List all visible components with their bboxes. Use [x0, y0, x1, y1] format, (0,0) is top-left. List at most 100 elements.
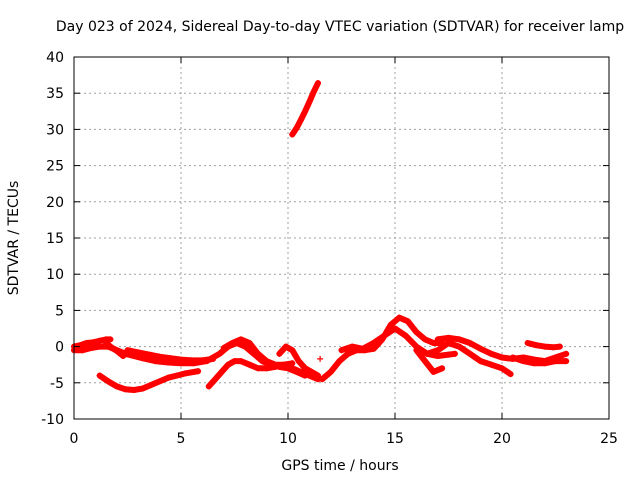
- grid: [74, 57, 609, 419]
- data-point: [424, 350, 431, 357]
- data-point: [421, 336, 428, 343]
- y-tick-label: 40: [46, 50, 64, 66]
- data-point: [246, 361, 253, 368]
- data-point: [293, 124, 300, 131]
- data-point: [263, 358, 270, 365]
- data-point: [96, 372, 103, 379]
- data-point: [83, 339, 90, 346]
- data-point: [289, 365, 296, 372]
- x-tick-label: 15: [386, 431, 404, 447]
- x-tick-label: 25: [600, 431, 618, 447]
- data-point: [77, 342, 84, 349]
- data-point: [255, 365, 262, 372]
- data-point: [541, 360, 548, 367]
- x-tick-label: 20: [493, 431, 511, 447]
- y-tick-label: 35: [46, 86, 64, 102]
- data-point: [488, 361, 495, 368]
- x-tick-label: 10: [279, 431, 297, 447]
- data-point: [499, 354, 505, 361]
- data-point: [90, 339, 97, 346]
- data-point: [289, 347, 296, 354]
- data-point: [387, 321, 394, 328]
- data-point: [552, 358, 559, 365]
- data-point: [344, 350, 351, 357]
- series-track-3: [103, 339, 127, 360]
- data-point: [113, 347, 120, 354]
- series-track-4: [96, 368, 202, 394]
- data-point: [370, 345, 377, 352]
- data-point: [456, 343, 463, 350]
- data-point: [451, 350, 458, 357]
- data-point: [336, 358, 343, 365]
- data-point: [231, 358, 238, 365]
- data-point: [255, 350, 262, 357]
- data-point: [120, 353, 127, 360]
- x-tick-label: 5: [177, 431, 186, 447]
- data-point: [308, 368, 315, 375]
- data-point: [282, 343, 289, 350]
- data-point: [314, 80, 321, 87]
- data-point: [124, 347, 131, 354]
- data-point: [396, 314, 403, 321]
- data-point: [533, 342, 540, 349]
- axis-ticks: -10 -5 0 5 10 15 20 25 30 35 40 0 5 10 15 20 25: [41, 50, 618, 447]
- data-point: [402, 332, 409, 339]
- data-point: [195, 368, 202, 375]
- data-point: [199, 357, 206, 364]
- data-point: [306, 98, 313, 105]
- data-point: [466, 350, 473, 357]
- x-axis-label: GPS time / hours: [281, 458, 398, 474]
- data-point: [392, 325, 398, 332]
- series-track-14: [424, 350, 458, 360]
- series-track-17: [524, 339, 563, 351]
- data-point: [237, 336, 244, 343]
- data-points: [71, 80, 570, 394]
- data-point: [182, 370, 189, 377]
- data-point: [96, 337, 103, 344]
- series-track-8: [276, 343, 321, 379]
- data-point: [139, 385, 146, 392]
- series-line: [413, 347, 446, 375]
- series-track-16: [509, 354, 570, 367]
- data-point: [338, 347, 345, 354]
- data-point: [488, 350, 495, 357]
- data-point: [563, 358, 570, 365]
- data-point: [173, 372, 180, 379]
- data-point: [103, 339, 110, 346]
- data-point: [297, 116, 304, 123]
- y-tick-label: -5: [50, 376, 64, 392]
- data-point: [319, 376, 326, 383]
- data-point: [212, 376, 219, 383]
- data-point: [276, 350, 283, 357]
- data-point: [456, 336, 463, 343]
- series-track-11: [319, 314, 446, 383]
- data-point: [524, 339, 531, 346]
- data-point: [302, 108, 309, 115]
- data-point: [434, 353, 441, 360]
- y-axis-label: SDTVAR / TECUs: [6, 181, 22, 296]
- data-point: [466, 339, 473, 346]
- data-point: [295, 358, 302, 365]
- data-point: [477, 358, 484, 365]
- data-point: [225, 361, 232, 368]
- data-point: [413, 347, 420, 354]
- data-point: [381, 332, 388, 339]
- data-point: [541, 343, 548, 350]
- data-point: [210, 355, 217, 362]
- data-point: [156, 378, 163, 385]
- data-point: [445, 351, 452, 358]
- data-point: [216, 350, 223, 357]
- data-point: [178, 356, 184, 363]
- data-point: [156, 353, 163, 360]
- data-point: [434, 347, 441, 354]
- data-point: [556, 343, 563, 350]
- data-point: [445, 334, 452, 341]
- data-point: [531, 360, 538, 367]
- y-tick-label: 15: [46, 231, 64, 247]
- series-track-5: [124, 347, 217, 364]
- data-point: [165, 374, 172, 381]
- data-point: [130, 387, 137, 394]
- data-point: [122, 386, 129, 393]
- data-point: [237, 358, 244, 365]
- y-tick-label: 30: [46, 122, 64, 138]
